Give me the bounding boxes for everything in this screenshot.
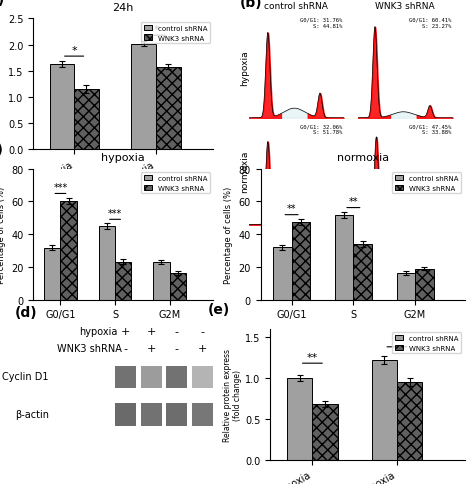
Bar [335,215,353,300]
Text: *: * [394,335,400,346]
Text: **: ** [287,204,296,214]
Bar [99,227,115,300]
Text: -: - [201,326,204,336]
Legend: control shRNA, WNK3 shRNA: control shRNA, WNK3 shRNA [392,173,461,194]
Text: (c): (c) [0,143,4,157]
Bar [61,201,77,300]
Legend: control shRNA, WNK3 shRNA: control shRNA, WNK3 shRNA [141,23,210,45]
Title: normoxia: normoxia [337,153,389,163]
Title: hypoxia: hypoxia [101,153,145,163]
FancyBboxPatch shape [166,404,187,426]
Bar [131,45,156,150]
Bar [353,245,372,300]
Text: G0/G1: 32.06%
S: 51.78%: G0/G1: 32.06% S: 51.78% [301,124,343,135]
FancyBboxPatch shape [115,404,137,426]
Y-axis label: Relative protein express
(fold change): Relative protein express (fold change) [223,348,242,441]
FancyBboxPatch shape [140,366,162,389]
Bar [372,360,397,460]
Bar [44,248,61,300]
Text: G0/G1: 60.41%
S: 23.27%: G0/G1: 60.41% S: 23.27% [410,18,452,29]
Bar [74,90,99,150]
Title: 24h: 24h [112,3,134,13]
Y-axis label: Percentage of cells (%): Percentage of cells (%) [0,186,6,283]
Text: WNK3 shRNA: WNK3 shRNA [375,2,435,11]
Text: ***: *** [54,183,68,193]
Bar [153,262,170,300]
Bar [292,223,310,300]
Text: Cyclin D1: Cyclin D1 [2,371,49,381]
Bar [273,248,292,300]
Text: -: - [175,326,179,336]
Text: (d): (d) [15,305,37,319]
Text: (b): (b) [239,0,262,10]
Legend: control shRNA, WNK3 shRNA: control shRNA, WNK3 shRNA [392,333,461,354]
FancyBboxPatch shape [191,366,213,389]
Bar [287,378,312,460]
Text: *: * [71,45,77,56]
FancyBboxPatch shape [166,366,187,389]
Text: hypoxia: hypoxia [79,326,117,336]
Text: (a): (a) [0,0,5,7]
Text: -: - [175,343,179,353]
Text: +: + [198,343,207,353]
Y-axis label: Percentage of cells (%): Percentage of cells (%) [224,186,233,283]
FancyBboxPatch shape [140,404,162,426]
Text: G0/G1: 31.76%
S: 44.81%: G0/G1: 31.76% S: 44.81% [301,18,343,29]
Bar [415,269,434,300]
FancyBboxPatch shape [191,404,213,426]
Legend: control shRNA, WNK3 shRNA: control shRNA, WNK3 shRNA [141,173,210,194]
Text: hypoxia: hypoxia [241,50,249,86]
Text: normoxia: normoxia [241,151,249,193]
Text: +: + [146,343,156,353]
Bar [170,273,186,300]
Y-axis label: Absorbance(450nm): Absorbance(450nm) [0,42,2,127]
Text: ***: *** [108,209,122,219]
Bar [156,67,181,150]
Text: +: + [146,326,156,336]
Text: *: * [153,25,159,34]
FancyBboxPatch shape [115,366,137,389]
Text: **: ** [307,352,318,362]
Bar [397,273,415,300]
Bar [397,382,422,460]
Text: β-actin: β-actin [15,409,49,419]
Text: -: - [124,343,128,353]
Text: +: + [121,326,130,336]
Text: control shRNA: control shRNA [264,2,328,11]
Bar [115,262,131,300]
Text: **: ** [348,197,358,207]
Text: G0/G1: 47.45%
S: 33.88%: G0/G1: 47.45% S: 33.88% [410,124,452,135]
Text: (e): (e) [208,302,230,317]
Bar [312,404,338,460]
Text: WNK3 shRNA: WNK3 shRNA [57,343,122,353]
Bar [50,65,74,150]
